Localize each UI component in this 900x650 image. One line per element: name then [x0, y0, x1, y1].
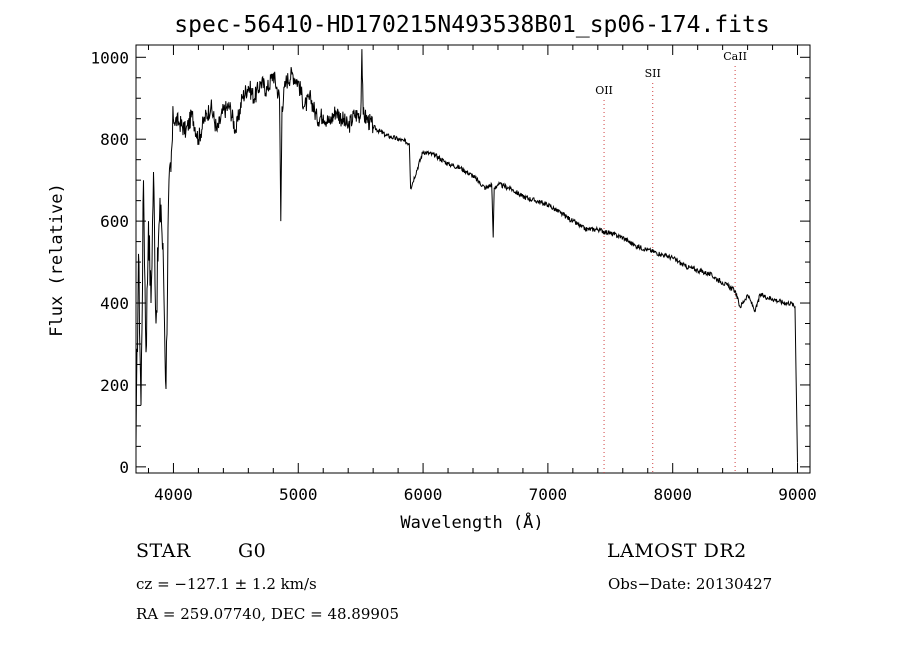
line-markers: OII SII CaII: [595, 50, 747, 473]
spectral-type: G0: [238, 540, 267, 562]
y-tick-label: 200: [100, 376, 129, 395]
x-tick-label: 7000: [529, 485, 568, 504]
x-tick-label: 9000: [778, 485, 817, 504]
x-tick-label: 8000: [653, 485, 692, 504]
marker-label-caii: CaII: [723, 50, 747, 63]
y-tick-label: 800: [100, 130, 129, 149]
coordinates: RA = 259.07740, DEC = 48.89905: [136, 605, 400, 623]
obs-date: Obs−Date: 20130427: [608, 575, 773, 593]
x-tick-label: 4000: [154, 485, 193, 504]
x-axis-label: Wavelength (Å): [400, 511, 543, 533]
marker-label-oii: OII: [595, 84, 613, 97]
axis-ticks: 4000 5000 6000 7000 8000 9000 0 200 400 600 800 100…: [90, 45, 817, 504]
object-class: STAR: [136, 540, 191, 562]
y-tick-label: 0: [119, 458, 129, 477]
x-tick-label: 5000: [279, 485, 318, 504]
redshift-cz: cz = −127.1 ± 1.2 km/s: [136, 575, 317, 593]
survey-name: LAMOST DR2: [607, 540, 747, 562]
y-axis-label: Flux (relative): [47, 183, 67, 337]
spectrum-chart: spec-56410-HD170215N493538B01_sp06-174.f…: [47, 12, 817, 533]
y-tick-label: 600: [100, 212, 129, 231]
chart-title: spec-56410-HD170215N493538B01_sp06-174.f…: [174, 12, 769, 38]
spectrum-line: [135, 49, 798, 463]
y-tick-label: 1000: [90, 48, 129, 67]
marker-label-sii: SII: [645, 67, 661, 80]
y-tick-label: 400: [100, 294, 129, 313]
x-tick-label: 6000: [404, 485, 443, 504]
plot-frame: [135, 44, 811, 474]
